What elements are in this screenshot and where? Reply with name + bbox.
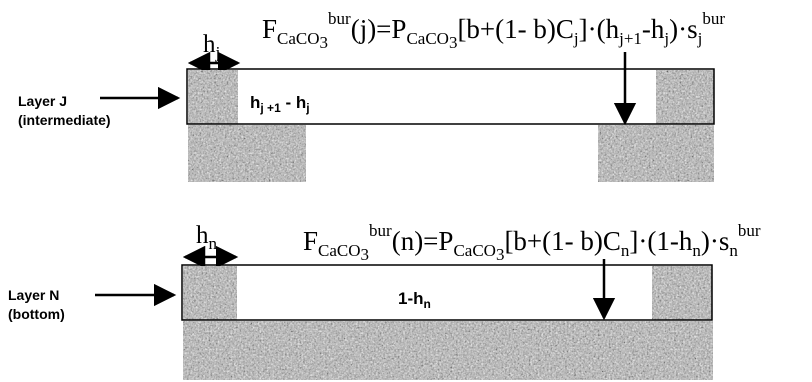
layer-j: FCaCO3bur(j)=PCaCO3[b+(1- b)Cj]·(hj+1-hj… xyxy=(18,9,725,182)
inner-label-n: 1-hn xyxy=(398,289,431,311)
inner-label-j: hj +1 - hj xyxy=(250,93,310,115)
layer-n: FCaCO3bur(n)=PCaCO3[b+(1- b)Cn]·(1-hn)·s… xyxy=(8,221,761,380)
layer-box-n xyxy=(181,264,713,321)
layer-box-j xyxy=(186,68,715,125)
layer-label-n: Layer N (bottom) xyxy=(8,287,65,322)
layer-label-j: Layer J (intermediate) xyxy=(18,93,111,128)
formula-layer-j: FCaCO3bur(j)=PCaCO3[b+(1- b)Cj]·(hj+1-hj… xyxy=(262,9,725,52)
width-label-hn: hn xyxy=(196,222,218,253)
formula-layer-n: FCaCO3bur(n)=PCaCO3[b+(1- b)Cn]·(1-hn)·s… xyxy=(303,221,761,264)
width-label-hj: hj xyxy=(203,31,220,62)
